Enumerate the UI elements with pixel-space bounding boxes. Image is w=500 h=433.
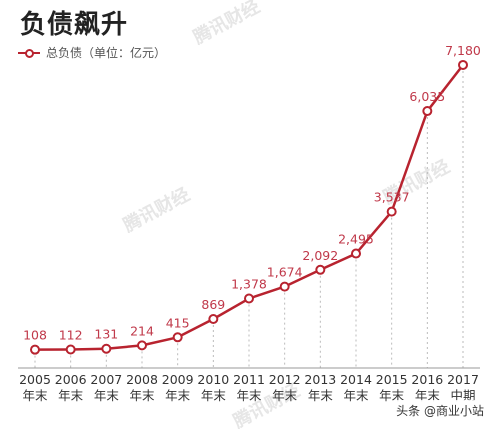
x-tick-label: 2017 [447, 372, 479, 387]
legend-dot-marker [25, 48, 34, 58]
legend-label: 总负债（单位：亿元） [46, 46, 167, 60]
data-point [315, 264, 326, 275]
x-tick-sublabel: 年末 [379, 388, 405, 403]
legend-line-marker [18, 48, 40, 58]
x-tick-label: 2007 [90, 372, 122, 387]
data-point [351, 248, 361, 259]
data-point [101, 343, 112, 354]
value-label: 131 [94, 327, 118, 342]
x-tick-sublabel: 年末 [415, 388, 441, 403]
x-tick-sublabel: 年末 [129, 388, 155, 403]
x-tick-label: 2009 [162, 372, 194, 387]
data-point [386, 206, 397, 217]
x-tick-label: 2016 [411, 372, 443, 387]
x-tick-sublabel: 年末 [308, 388, 334, 403]
x-tick-sublabel: 年末 [236, 388, 262, 403]
x-tick-label: 2014 [340, 372, 372, 387]
x-tick-label: 2015 [376, 372, 408, 387]
chart-title: 负债飙升 [20, 10, 129, 40]
x-tick-sublabel: 年末 [22, 388, 48, 403]
data-point [172, 332, 183, 343]
x-tick-sublabel: 年末 [343, 388, 369, 403]
value-label: 3,537 [374, 190, 410, 205]
value-label: 2,092 [302, 248, 338, 263]
x-tick-sublabel: 年末 [58, 388, 84, 403]
legend: 总负债（单位：亿元） [18, 44, 166, 61]
data-point [208, 314, 219, 325]
data-point [422, 106, 433, 117]
data-point [137, 340, 147, 351]
data-point [30, 344, 40, 355]
x-tick-label: 2013 [304, 372, 336, 387]
value-label: 6,035 [409, 89, 445, 104]
data-point [458, 59, 468, 70]
x-tick-sublabel: 年末 [201, 388, 227, 403]
value-label: 7,180 [445, 43, 481, 58]
value-label: 869 [201, 297, 225, 312]
x-tick-sublabel: 年末 [165, 388, 191, 403]
x-tick-label: 2005 [19, 372, 51, 387]
data-point [279, 281, 290, 292]
value-label: 415 [166, 315, 190, 330]
series-line [34, 64, 464, 351]
source-badge: 头条 @商业小站 [392, 400, 488, 421]
data-point [65, 344, 76, 355]
value-label: 108 [23, 328, 47, 343]
data-point [244, 293, 254, 304]
x-tick-sublabel: 中期 [450, 388, 475, 403]
x-tick-label: 2012 [269, 372, 301, 387]
value-label: 214 [130, 323, 154, 338]
value-label: 1,674 [267, 265, 303, 280]
x-tick-sublabel: 年末 [94, 388, 120, 403]
x-tick-label: 2008 [126, 372, 158, 387]
x-tick-label: 2006 [55, 372, 87, 387]
x-tick-label: 2011 [233, 372, 265, 387]
x-tick-sublabel: 年末 [272, 388, 298, 403]
value-label: 112 [59, 327, 83, 342]
value-label: 1,378 [231, 277, 267, 292]
x-tick-label: 2010 [197, 372, 229, 387]
value-label: 2,495 [338, 232, 374, 247]
